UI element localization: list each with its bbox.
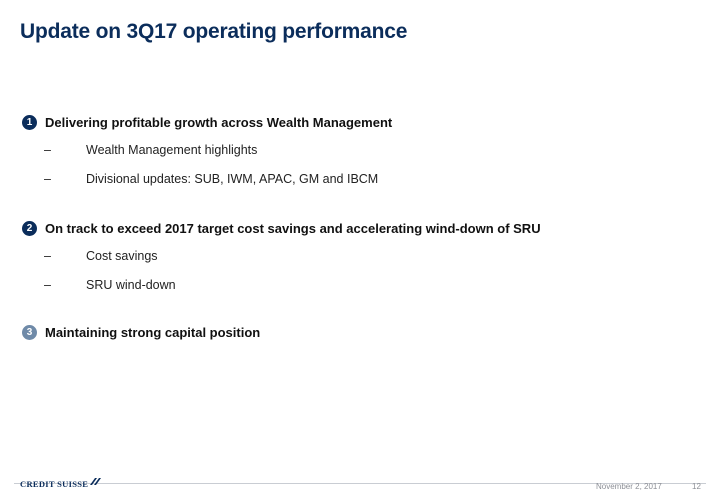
list-item: – Cost savings xyxy=(44,248,541,263)
bullet-dash: – xyxy=(44,277,51,292)
bullet-dash: – xyxy=(44,248,51,263)
list-item-text: Wealth Management highlights xyxy=(86,142,258,157)
section-2: 2 On track to exceed 2017 target cost sa… xyxy=(22,221,541,292)
section-3: 3 Maintaining strong capital position xyxy=(22,325,260,340)
list-item: – SRU wind-down xyxy=(44,277,541,292)
list-item: – Wealth Management highlights xyxy=(44,142,392,157)
list-item-text: Divisional updates: SUB, IWM, APAC, GM a… xyxy=(86,171,379,186)
list-item-text: SRU wind-down xyxy=(86,277,176,292)
sails-icon xyxy=(90,478,102,485)
section-1: 1 Delivering profitable growth across We… xyxy=(22,115,392,186)
page-title: Update on 3Q17 operating performance xyxy=(20,20,408,43)
section-number-3: 3 xyxy=(22,325,37,340)
bullet-dash: – xyxy=(44,142,51,157)
section-title-1: Delivering profitable growth across Weal… xyxy=(45,115,393,130)
footer-divider xyxy=(14,483,706,484)
section-title-2: On track to exceed 2017 target cost savi… xyxy=(45,221,541,236)
list-item: – Divisional updates: SUB, IWM, APAC, GM… xyxy=(44,171,392,186)
list-item-text: Cost savings xyxy=(86,248,158,263)
section-number-2: 2 xyxy=(22,221,37,236)
section-number-1: 1 xyxy=(22,115,37,130)
bullet-dash: – xyxy=(44,171,51,186)
page-number: 12 xyxy=(692,482,701,491)
logo-text: CREDIT SUISSE xyxy=(20,479,89,489)
section-title-3: Maintaining strong capital position xyxy=(45,325,261,340)
credit-suisse-logo: CREDIT SUISSE xyxy=(20,477,103,489)
footer-date: November 2, 2017 xyxy=(596,482,662,491)
